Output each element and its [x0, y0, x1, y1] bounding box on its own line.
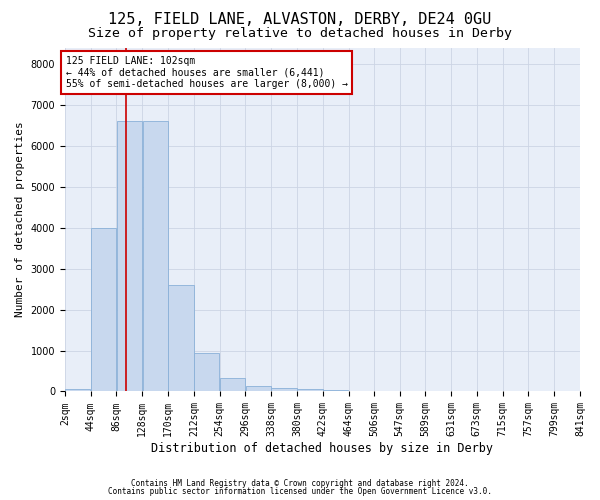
Text: 125, FIELD LANE, ALVASTON, DERBY, DE24 0GU: 125, FIELD LANE, ALVASTON, DERBY, DE24 0…: [109, 12, 491, 28]
Text: Size of property relative to detached houses in Derby: Size of property relative to detached ho…: [88, 28, 512, 40]
Bar: [91, 228, 116, 392]
Bar: [245, 386, 271, 392]
Bar: [194, 352, 220, 392]
Bar: [65, 390, 91, 392]
Bar: [220, 378, 245, 392]
Text: 125 FIELD LANE: 102sqm
← 44% of detached houses are smaller (6,441)
55% of semi-: 125 FIELD LANE: 102sqm ← 44% of detached…: [65, 56, 347, 89]
Bar: [169, 285, 194, 392]
Bar: [349, 390, 374, 392]
Bar: [117, 121, 142, 392]
Text: Contains public sector information licensed under the Open Government Licence v3: Contains public sector information licen…: [108, 487, 492, 496]
X-axis label: Distribution of detached houses by size in Derby: Distribution of detached houses by size …: [151, 442, 493, 455]
Bar: [374, 391, 399, 392]
Bar: [297, 389, 323, 392]
Bar: [271, 388, 297, 392]
Bar: [143, 121, 168, 392]
Y-axis label: Number of detached properties: Number of detached properties: [15, 122, 25, 318]
Bar: [323, 390, 348, 392]
Text: Contains HM Land Registry data © Crown copyright and database right 2024.: Contains HM Land Registry data © Crown c…: [131, 478, 469, 488]
